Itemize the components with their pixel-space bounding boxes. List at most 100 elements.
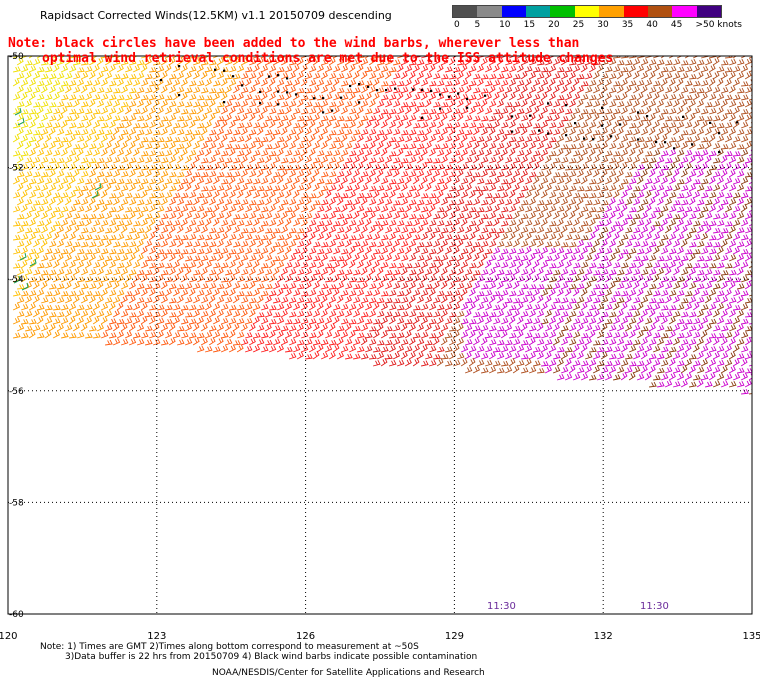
wind-barb bbox=[489, 325, 497, 332]
wind-barb bbox=[620, 359, 629, 367]
wind-barb bbox=[208, 112, 216, 122]
wind-barb bbox=[540, 91, 548, 101]
wind-barb bbox=[432, 324, 441, 332]
wind-barb bbox=[680, 98, 688, 108]
wind-barb bbox=[208, 185, 217, 192]
wind-barb bbox=[445, 80, 453, 87]
wind-barb bbox=[488, 211, 497, 220]
wind-barb bbox=[232, 225, 241, 234]
wind-barb bbox=[572, 331, 581, 339]
contamination-dot bbox=[448, 95, 451, 98]
wind-barb bbox=[744, 226, 752, 234]
wind-barb bbox=[33, 171, 41, 178]
wind-barb bbox=[696, 351, 704, 360]
wind-barb bbox=[429, 318, 437, 325]
wind-barb bbox=[585, 185, 593, 192]
wind-barb bbox=[528, 309, 537, 318]
wind-barb bbox=[341, 192, 349, 199]
wind-barb bbox=[316, 105, 324, 115]
wind-barb bbox=[200, 254, 209, 262]
wind-barb bbox=[385, 297, 393, 304]
wind-barb bbox=[52, 260, 60, 269]
wind-barb bbox=[500, 107, 509, 115]
wind-barb bbox=[192, 155, 200, 164]
wind-barb bbox=[536, 211, 545, 220]
wind-barb bbox=[364, 302, 373, 311]
wind-barb bbox=[321, 185, 329, 192]
wind-barb bbox=[412, 93, 421, 101]
wind-barb bbox=[296, 184, 305, 192]
wind-barb bbox=[117, 122, 125, 129]
wind-barb bbox=[264, 310, 273, 318]
wind-barb bbox=[248, 112, 256, 122]
wind-barb bbox=[676, 303, 685, 311]
wind-barb bbox=[325, 178, 333, 185]
wind-barb bbox=[156, 106, 164, 115]
wind-barb bbox=[388, 190, 396, 199]
wind-barb bbox=[60, 317, 69, 325]
wind-barb bbox=[313, 255, 321, 262]
wind-barb bbox=[744, 239, 752, 248]
wind-barb bbox=[32, 211, 40, 220]
wind-barb bbox=[288, 297, 297, 304]
wind-barb bbox=[28, 329, 36, 339]
wind-barb bbox=[144, 128, 153, 136]
wind-barb bbox=[420, 260, 429, 269]
wind-barb bbox=[345, 88, 353, 94]
wind-barb bbox=[524, 273, 532, 283]
wind-barb bbox=[569, 283, 577, 290]
wind-barb bbox=[672, 225, 680, 234]
wind-barb bbox=[80, 114, 89, 122]
wind-barb bbox=[189, 318, 197, 325]
wind-barb bbox=[657, 312, 665, 318]
wind-barb bbox=[88, 128, 97, 136]
wind-barb bbox=[429, 80, 437, 87]
wind-barb bbox=[240, 57, 249, 66]
wind-barb bbox=[125, 304, 133, 311]
wind-barb bbox=[508, 315, 516, 325]
wind-barb bbox=[436, 357, 444, 367]
wind-barb bbox=[568, 364, 576, 374]
wind-barb bbox=[353, 269, 361, 276]
wind-barb bbox=[449, 199, 457, 206]
wind-barb bbox=[56, 323, 64, 332]
wind-barb bbox=[180, 205, 189, 213]
wind-barb bbox=[572, 373, 581, 381]
wind-barb bbox=[44, 79, 53, 87]
wind-barb bbox=[193, 171, 201, 178]
wind-barb bbox=[556, 163, 565, 171]
wind-barb bbox=[404, 358, 412, 367]
wind-barb bbox=[416, 71, 425, 80]
wind-barb bbox=[604, 247, 613, 255]
wind-barb bbox=[281, 157, 289, 164]
wind-barb bbox=[624, 198, 633, 206]
lat-tick-label: -54 bbox=[9, 275, 24, 285]
wind-barb bbox=[316, 274, 324, 283]
wind-barb bbox=[464, 338, 473, 346]
wind-barb bbox=[652, 56, 661, 59]
wind-barb bbox=[28, 65, 37, 73]
wind-barb bbox=[252, 64, 260, 73]
wind-barb bbox=[136, 183, 145, 192]
wind-barb bbox=[500, 92, 508, 101]
wind-barb bbox=[405, 150, 413, 157]
wind-barb bbox=[261, 136, 269, 143]
wind-barb bbox=[652, 345, 661, 353]
wind-barb bbox=[280, 85, 289, 94]
wind-barb bbox=[73, 130, 81, 136]
contamination-dot bbox=[673, 147, 676, 150]
wind-barb bbox=[124, 106, 132, 115]
wind-barb bbox=[72, 224, 80, 234]
wind-barb bbox=[352, 99, 361, 108]
wind-barb bbox=[332, 65, 341, 73]
wind-barb bbox=[560, 311, 569, 318]
wind-barb bbox=[740, 177, 749, 185]
wind-barb bbox=[596, 147, 604, 157]
wind-barb bbox=[132, 261, 141, 269]
wind-barb bbox=[144, 113, 153, 122]
wind-barb bbox=[437, 290, 445, 297]
wind-barb bbox=[745, 269, 752, 276]
wind-barb bbox=[372, 260, 380, 269]
wind-barb bbox=[360, 225, 368, 234]
wind-barb bbox=[460, 357, 468, 367]
